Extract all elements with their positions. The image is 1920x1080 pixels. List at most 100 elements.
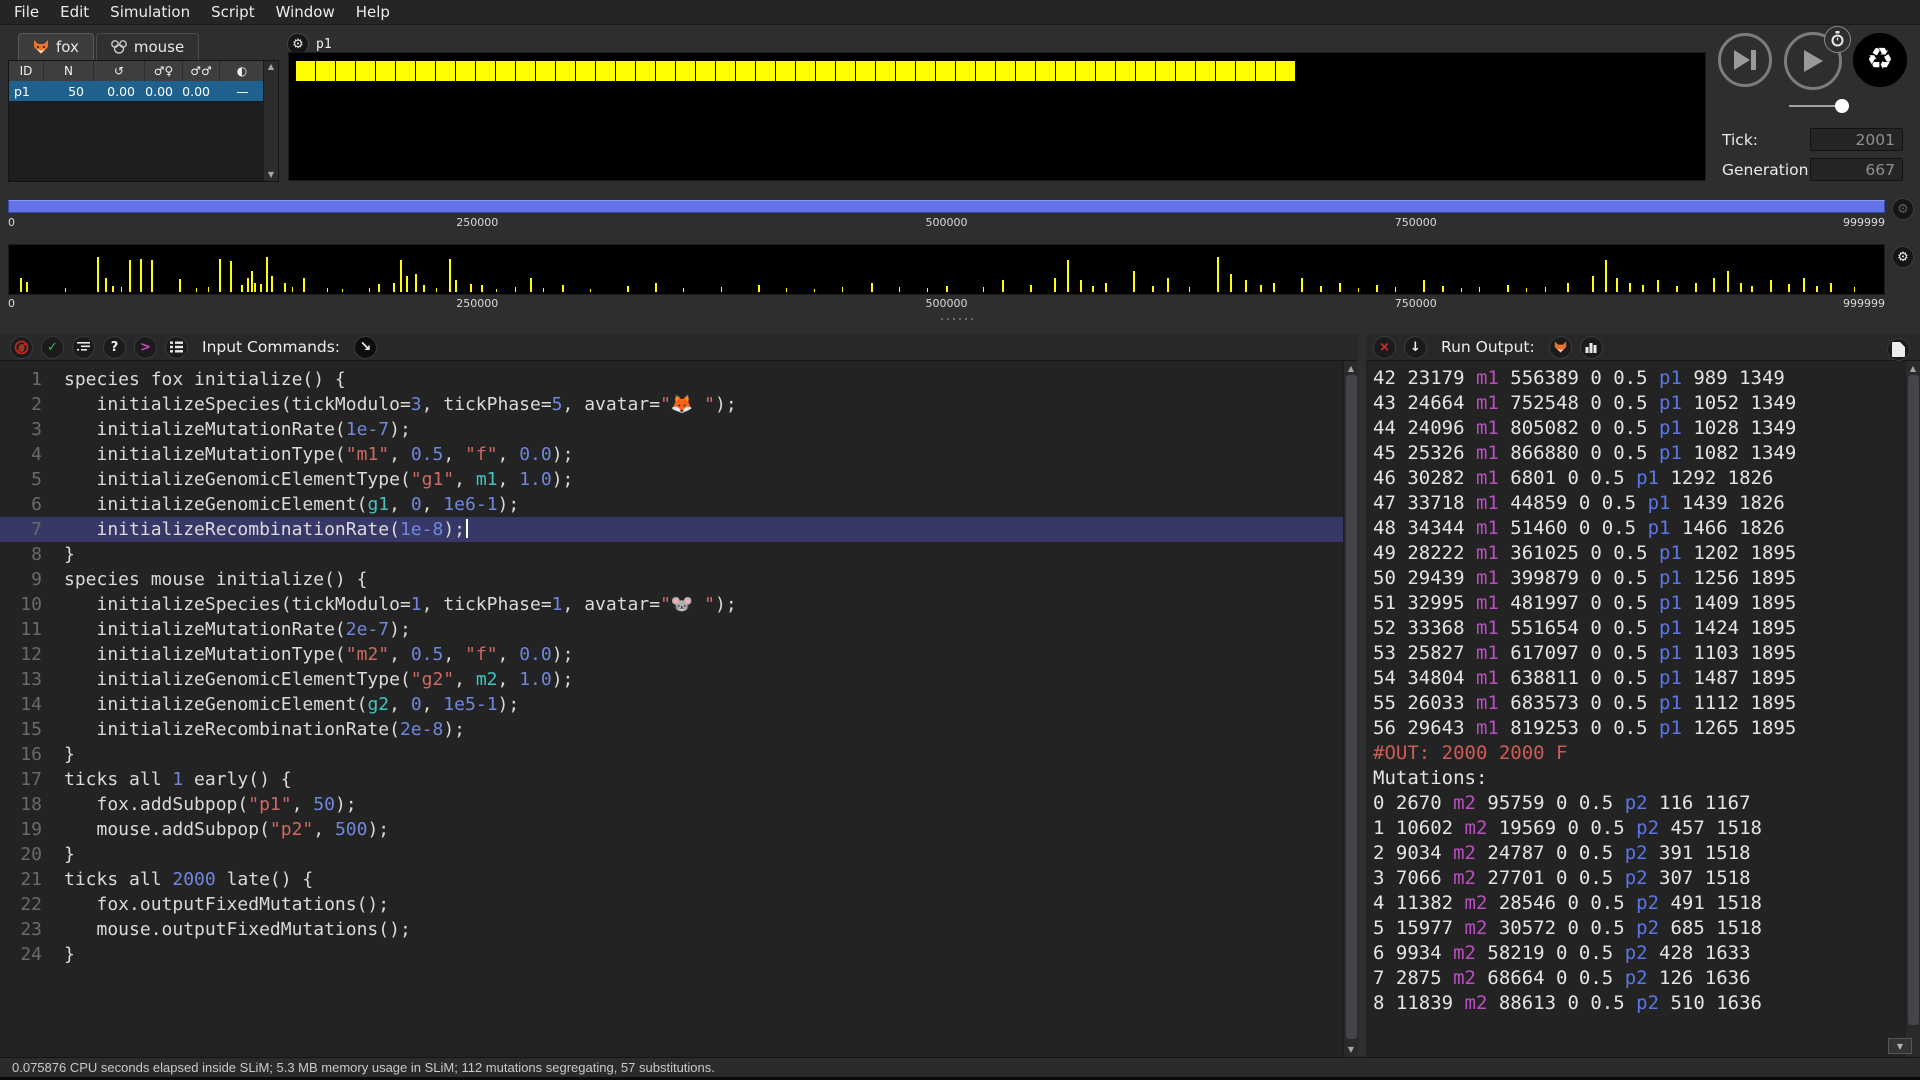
individual-square[interactable] (1156, 61, 1175, 81)
individual-square[interactable] (1116, 61, 1135, 81)
individual-square[interactable] (796, 61, 815, 81)
individual-square[interactable] (716, 61, 735, 81)
menu-item-file[interactable]: File (14, 3, 40, 21)
individual-square[interactable] (556, 61, 575, 81)
individual-square[interactable] (1236, 61, 1255, 81)
individual-square[interactable] (336, 61, 355, 81)
run-output-panel[interactable]: 42 23179 m1 556389 0 0.5 p1 989 1349 43 2… (1366, 361, 1905, 1057)
profile-stopwatch-icon[interactable] (1824, 26, 1851, 53)
individual-square[interactable] (1096, 61, 1115, 81)
individual-square[interactable] (316, 61, 335, 81)
slider-knob[interactable] (1835, 99, 1849, 113)
individual-square[interactable] (1056, 61, 1075, 81)
tick-value-field[interactable]: 2001 (1810, 128, 1903, 151)
editor-scrollbar[interactable]: ▲ ▼ (1343, 361, 1358, 1057)
individual-square[interactable] (1136, 61, 1155, 81)
prettyprint-button[interactable] (72, 335, 95, 359)
chromosome-overview-bar[interactable] (8, 200, 1885, 213)
individual-square[interactable] (1176, 61, 1195, 81)
graphs-button[interactable] (1579, 335, 1603, 359)
individual-square[interactable] (536, 61, 555, 81)
population-view[interactable] (288, 52, 1706, 181)
individual-square[interactable] (956, 61, 975, 81)
script-help-button[interactable]: ? (103, 335, 126, 359)
output-collapse-button[interactable]: ▼ (1888, 1038, 1912, 1054)
menu-item-window[interactable]: Window (275, 3, 335, 21)
individual-square[interactable] (416, 61, 435, 81)
scroll-down-icon[interactable]: ▼ (267, 170, 275, 179)
individual-square[interactable] (776, 61, 795, 81)
menu-item-script[interactable]: Script (211, 3, 255, 21)
script-editor[interactable]: 1 species fox initialize() {2 initializeS… (0, 361, 1358, 1057)
tab-fox[interactable]: fox (18, 33, 94, 60)
output-file-button[interactable] (1887, 338, 1910, 361)
individual-square[interactable] (396, 61, 415, 81)
individual-square[interactable] (456, 61, 475, 81)
column-header[interactable]: ♂♀ (145, 61, 183, 81)
individual-square[interactable] (996, 61, 1015, 81)
individual-square[interactable] (1196, 61, 1215, 81)
table-scrollbar[interactable]: ▲ ▼ (263, 61, 278, 181)
execute-button[interactable]: ↘ (354, 335, 378, 359)
individual-square[interactable] (636, 61, 655, 81)
menu-item-help[interactable]: Help (355, 3, 390, 21)
individual-square[interactable] (356, 61, 375, 81)
splitter-handle[interactable] (941, 318, 979, 320)
individual-square[interactable] (476, 61, 495, 81)
mutation-track-gear-button[interactable]: ⚙ (1892, 246, 1914, 268)
individual-square[interactable] (436, 61, 455, 81)
check-script-button[interactable]: ✓ (41, 335, 64, 359)
individual-square[interactable] (576, 61, 595, 81)
no-debug-button[interactable] (10, 335, 33, 359)
individual-square[interactable] (876, 61, 895, 81)
individual-square[interactable] (856, 61, 875, 81)
individual-square[interactable] (936, 61, 955, 81)
scroll-up-icon[interactable]: ▲ (267, 62, 275, 71)
script-blocks-button[interactable] (165, 335, 188, 359)
chromosome-gear-button[interactable]: ⚙ (1892, 198, 1914, 220)
scroll-up-icon[interactable]: ▲ (1347, 364, 1355, 373)
individual-square[interactable] (1276, 61, 1295, 81)
column-header[interactable]: ↺ (94, 61, 145, 81)
scroll-down-icon[interactable]: ▼ (1347, 1045, 1355, 1054)
individual-square[interactable] (296, 61, 315, 81)
individual-square[interactable] (816, 61, 835, 81)
column-header[interactable]: N (44, 61, 94, 81)
play-button[interactable] (1784, 32, 1842, 90)
console-button[interactable]: > (134, 335, 157, 359)
scroll-to-bottom-button[interactable]: ↓ (1404, 335, 1427, 359)
individual-square[interactable] (516, 61, 535, 81)
individual-square[interactable] (976, 61, 995, 81)
clear-output-button[interactable]: × (1373, 335, 1396, 359)
individual-square[interactable] (1216, 61, 1235, 81)
individual-square[interactable] (616, 61, 635, 81)
individual-square[interactable] (1256, 61, 1275, 81)
column-header[interactable]: ◐ (220, 61, 265, 81)
individual-square[interactable] (896, 61, 915, 81)
menu-item-edit[interactable]: Edit (60, 3, 90, 21)
individual-square[interactable] (736, 61, 755, 81)
individual-square[interactable] (1036, 61, 1055, 81)
scrollbar-thumb[interactable] (1908, 375, 1919, 1025)
speed-slider[interactable] (1789, 99, 1849, 113)
mutation-track[interactable] (8, 244, 1885, 295)
individual-square[interactable] (836, 61, 855, 81)
column-header[interactable]: ♂♂ (183, 61, 220, 81)
individual-square[interactable] (916, 61, 935, 81)
recycle-button[interactable]: ♻ (1853, 33, 1907, 87)
scroll-up-icon[interactable]: ▲ (1909, 364, 1917, 373)
table-row[interactable]: p1 50 0.00 0.00 0.00 — (9, 81, 278, 101)
code-area[interactable]: 1 species fox initialize() {2 initializeS… (0, 367, 1343, 967)
individual-square[interactable] (1076, 61, 1095, 81)
step-button[interactable] (1718, 33, 1772, 87)
column-header[interactable]: ID (9, 61, 44, 81)
individual-square[interactable] (696, 61, 715, 81)
species-fox-button[interactable] (1548, 335, 1572, 359)
generation-value-field[interactable]: 667 (1810, 158, 1903, 181)
individual-square[interactable] (1016, 61, 1035, 81)
individual-square[interactable] (596, 61, 615, 81)
individual-square[interactable] (756, 61, 775, 81)
individual-square[interactable] (496, 61, 515, 81)
subpopulation-table[interactable]: ID N ↺ ♂♀ ♂♂ ◐ p1 50 0.00 0.00 0.00 — ▲ ▼ (8, 60, 279, 182)
individual-square[interactable] (656, 61, 675, 81)
